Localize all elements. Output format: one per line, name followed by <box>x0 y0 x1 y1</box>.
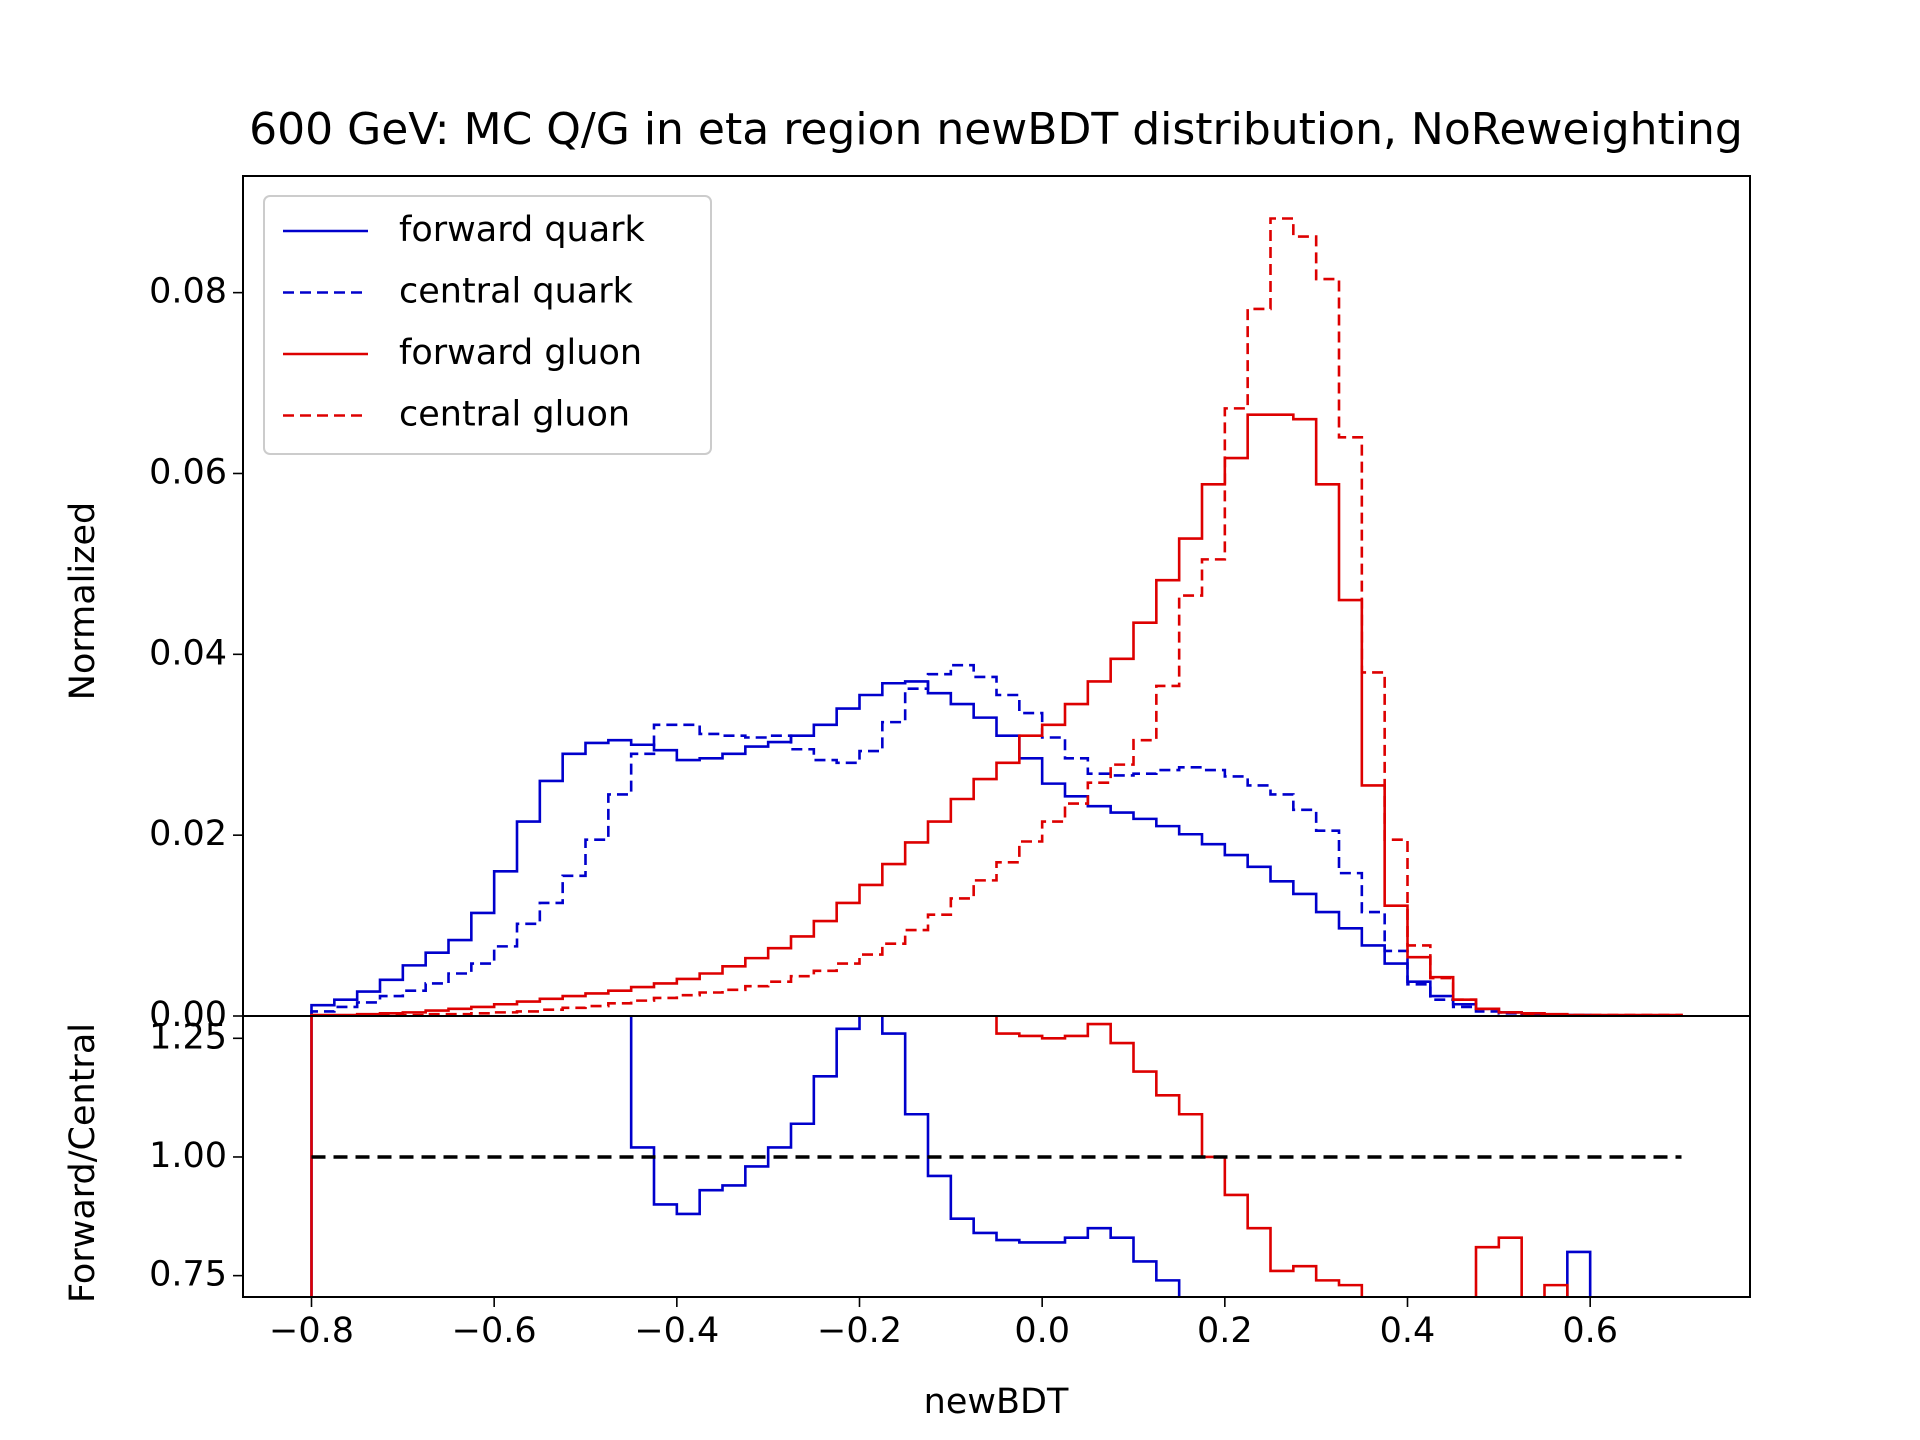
y-tick-label: 0.02 <box>149 814 227 854</box>
axes: 0.00 0.02 0.04 0.06 0.08 forward quark central… <box>149 175 1751 1351</box>
histogram-line <box>310 680 1682 1016</box>
y-axis-label: Normalized <box>63 502 103 700</box>
y-tick-label: 1.00 <box>149 1136 227 1176</box>
legend-label: forward quark <box>399 210 646 250</box>
chart-title: 600 GeV: MC Q/G in eta region newBDT dis… <box>249 104 1743 155</box>
x-tick-label: −0.6 <box>452 1311 537 1351</box>
x-tick-label: −0.8 <box>269 1311 354 1351</box>
y-tick-label: 0.06 <box>149 452 227 492</box>
y-tick-label: 1.25 <box>149 1017 227 1057</box>
x-tick-label: 0.2 <box>1197 1311 1253 1351</box>
x-tick-label: 0.4 <box>1380 1311 1436 1351</box>
x-tick-label: −0.2 <box>817 1311 902 1351</box>
x-tick-label: 0.6 <box>1562 1311 1618 1351</box>
x-axis-label: newBDT <box>924 1382 1069 1422</box>
axes-frame <box>242 1015 1751 1298</box>
histogram-line <box>310 663 1682 1016</box>
legend-label: central gluon <box>399 395 630 435</box>
x-tick-label: 0.0 <box>1014 1311 1070 1351</box>
plot-area <box>310 1016 1682 1297</box>
legend-box <box>263 195 712 455</box>
histogram-line <box>310 413 1683 1016</box>
legend-label: central quark <box>399 272 634 312</box>
y-tick-label: 0.04 <box>149 633 227 673</box>
y-tick-label: 0.00 <box>149 995 227 1035</box>
plot-area <box>310 217 1683 1016</box>
histogram-line <box>310 1016 1569 1297</box>
y-axis-label: Forward/Central <box>63 1023 103 1303</box>
legend-label: forward gluon <box>399 333 642 373</box>
histogram-line <box>310 1016 1592 1297</box>
y-tick-label: 0.08 <box>149 272 227 312</box>
y-tick-label: 0.75 <box>149 1255 227 1295</box>
x-tick-label: −0.4 <box>634 1311 719 1351</box>
